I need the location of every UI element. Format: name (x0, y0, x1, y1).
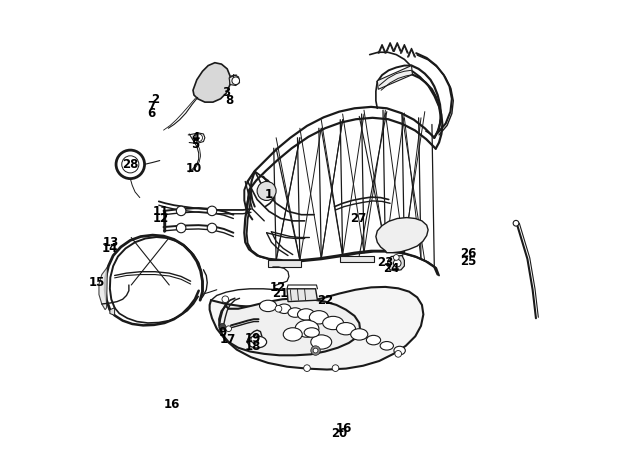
Text: 19: 19 (245, 332, 261, 345)
Text: 26: 26 (460, 247, 477, 260)
Ellipse shape (337, 323, 356, 335)
Circle shape (395, 351, 401, 357)
Ellipse shape (311, 335, 332, 349)
Text: 8: 8 (225, 94, 233, 107)
Polygon shape (341, 256, 373, 262)
Circle shape (222, 296, 229, 303)
Polygon shape (229, 75, 239, 86)
Text: 14: 14 (102, 242, 118, 256)
Text: 20: 20 (331, 427, 348, 440)
Text: 23: 23 (377, 256, 393, 269)
Circle shape (257, 181, 276, 200)
Circle shape (251, 336, 258, 343)
Ellipse shape (323, 316, 344, 330)
Ellipse shape (394, 346, 405, 355)
Polygon shape (219, 298, 360, 355)
Ellipse shape (367, 335, 380, 345)
Circle shape (226, 326, 232, 332)
Text: 11: 11 (153, 205, 169, 218)
Ellipse shape (380, 342, 394, 350)
Text: 2: 2 (151, 93, 159, 106)
Circle shape (394, 259, 401, 267)
Ellipse shape (310, 311, 329, 324)
Text: 21: 21 (272, 287, 289, 300)
Text: 13: 13 (102, 236, 118, 249)
Text: 25: 25 (460, 255, 477, 268)
Circle shape (313, 348, 318, 353)
Polygon shape (268, 260, 301, 267)
Text: 6: 6 (147, 106, 155, 120)
Text: 12: 12 (153, 212, 169, 225)
Text: 1: 1 (265, 188, 273, 201)
Ellipse shape (288, 308, 302, 317)
Text: 10: 10 (186, 162, 202, 175)
Text: 24: 24 (384, 262, 399, 276)
Text: 17: 17 (220, 333, 236, 346)
Text: 15: 15 (89, 276, 105, 289)
Text: 12: 12 (270, 281, 285, 294)
Circle shape (207, 206, 216, 216)
Circle shape (232, 77, 239, 85)
Polygon shape (376, 218, 428, 253)
Polygon shape (210, 287, 423, 370)
Ellipse shape (295, 320, 319, 337)
Text: 27: 27 (350, 212, 367, 225)
Polygon shape (377, 66, 413, 89)
Circle shape (195, 134, 203, 142)
Ellipse shape (351, 329, 368, 340)
Text: 16: 16 (336, 422, 352, 435)
Text: 7: 7 (147, 100, 155, 114)
Polygon shape (388, 256, 404, 271)
Text: 28: 28 (122, 158, 139, 171)
Circle shape (275, 305, 282, 312)
Circle shape (177, 206, 186, 216)
Polygon shape (287, 289, 318, 302)
Polygon shape (99, 267, 108, 310)
Text: 5: 5 (191, 138, 199, 152)
Text: 3: 3 (222, 86, 230, 99)
Ellipse shape (298, 309, 315, 320)
Circle shape (513, 220, 519, 226)
Text: 16: 16 (164, 398, 180, 411)
Ellipse shape (260, 300, 277, 312)
Circle shape (304, 365, 310, 371)
Circle shape (394, 255, 399, 260)
Polygon shape (110, 308, 115, 315)
Text: 22: 22 (317, 294, 333, 307)
Text: 18: 18 (245, 340, 261, 353)
Ellipse shape (304, 328, 320, 337)
Circle shape (311, 346, 320, 355)
Circle shape (207, 223, 216, 233)
Circle shape (116, 150, 144, 179)
Circle shape (122, 156, 139, 173)
Polygon shape (193, 63, 230, 102)
Ellipse shape (248, 336, 266, 348)
Circle shape (177, 223, 186, 233)
Circle shape (332, 365, 339, 371)
Ellipse shape (277, 304, 291, 314)
Ellipse shape (283, 328, 302, 341)
Circle shape (219, 323, 226, 330)
Text: 4: 4 (191, 131, 199, 144)
Text: 9: 9 (218, 326, 227, 339)
